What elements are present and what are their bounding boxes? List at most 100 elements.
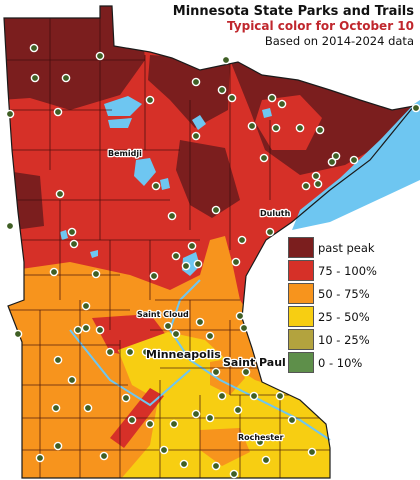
legend-swatch <box>288 237 314 258</box>
park-marker <box>61 73 71 83</box>
park-marker <box>53 355 63 365</box>
lake-red-lake <box>104 96 142 116</box>
park-marker <box>169 419 179 429</box>
map-subtitle: Typical color for October 10 <box>227 19 414 33</box>
lake-leech <box>134 158 156 186</box>
region-past-peak-north <box>148 55 230 128</box>
legend-item-50-75: 50 - 75% <box>288 282 377 305</box>
legend-label: 0 - 10% <box>318 355 363 370</box>
park-marker <box>227 93 237 103</box>
park-marker <box>295 123 305 133</box>
park-marker <box>125 347 135 357</box>
region-past-peak-west <box>4 170 44 232</box>
legend-label: 50 - 75% <box>318 286 370 301</box>
park-marker <box>229 469 239 479</box>
county-lines <box>4 18 330 478</box>
park-marker <box>141 347 151 357</box>
park-marker <box>171 251 181 261</box>
park-marker <box>313 179 323 189</box>
park-marker <box>121 393 131 403</box>
park-marker <box>69 239 79 249</box>
lake-small-1 <box>60 230 68 240</box>
park-marker <box>81 323 91 333</box>
park-marker <box>205 413 215 423</box>
park-marker <box>193 259 203 269</box>
park-marker <box>265 227 275 237</box>
city-label-minneapolis: Minneapolis <box>146 348 221 361</box>
legend-label: 25 - 50% <box>318 309 370 324</box>
lake-winnibigoshish <box>160 178 170 190</box>
park-marker <box>55 189 65 199</box>
park-marker <box>235 311 245 321</box>
park-marker <box>211 367 221 377</box>
park-marker <box>73 325 83 335</box>
park-marker <box>217 85 227 95</box>
park-marker <box>167 211 177 221</box>
park-marker <box>191 409 201 419</box>
park-marker <box>255 437 265 447</box>
park-marker <box>287 415 297 425</box>
park-marker <box>187 241 197 251</box>
park-marker <box>49 267 59 277</box>
legend-swatch <box>288 329 314 350</box>
park-marker <box>195 317 205 327</box>
park-marker <box>159 445 169 455</box>
park-marker <box>241 367 251 377</box>
park-marker <box>83 403 93 413</box>
park-marker <box>30 73 40 83</box>
legend-swatch <box>288 306 314 327</box>
park-marker <box>91 269 101 279</box>
park-marker <box>267 93 277 103</box>
park-marker <box>277 99 287 109</box>
park-marker <box>233 405 243 415</box>
park-marker <box>249 391 259 401</box>
region-past-peak-central <box>176 140 240 218</box>
lake-lower-red-lake <box>108 118 132 128</box>
park-marker <box>349 155 359 165</box>
park-marker <box>179 459 189 469</box>
park-marker <box>127 415 137 425</box>
park-marker <box>171 329 181 339</box>
lake-north <box>192 115 206 130</box>
map-title: Minnesota State Parks and Trails <box>172 4 414 19</box>
inland-lakes <box>60 96 272 276</box>
park-marker <box>149 271 159 281</box>
legend: past peak 75 - 100% 50 - 75% 25 - 50% 10… <box>288 236 377 374</box>
park-marker <box>275 391 285 401</box>
park-markers <box>5 43 420 479</box>
city-label-saint-cloud: Saint Cloud <box>137 310 189 319</box>
park-marker <box>5 221 15 231</box>
map-note: Based on 2014-2024 data <box>264 34 414 48</box>
park-marker <box>145 419 155 429</box>
park-marker <box>191 77 201 87</box>
region-25-50 <box>118 332 330 478</box>
park-marker <box>259 153 269 163</box>
park-marker <box>163 321 173 331</box>
park-marker <box>271 123 281 133</box>
park-marker <box>13 329 23 339</box>
park-marker <box>261 455 271 465</box>
park-marker <box>5 109 15 119</box>
park-marker <box>217 391 227 401</box>
park-marker <box>53 107 63 117</box>
title-block: Minnesota State Parks and Trails Typical… <box>173 4 414 49</box>
legend-item-75-100: 75 - 100% <box>288 259 377 282</box>
park-marker <box>231 257 241 267</box>
region-past-peak-northwest <box>4 6 145 110</box>
park-marker <box>331 151 341 161</box>
legend-label: 75 - 100% <box>318 263 377 278</box>
park-marker <box>67 227 77 237</box>
park-marker <box>237 235 247 245</box>
legend-swatch <box>288 283 314 304</box>
park-marker <box>81 301 91 311</box>
park-marker <box>211 461 221 471</box>
legend-label: past peak <box>318 240 375 255</box>
region-50-75-metro-island <box>210 358 245 395</box>
park-marker <box>411 103 420 113</box>
park-marker <box>205 331 215 341</box>
park-marker <box>307 447 317 457</box>
park-marker <box>151 181 161 191</box>
park-marker <box>311 171 321 181</box>
park-marker <box>247 121 257 131</box>
